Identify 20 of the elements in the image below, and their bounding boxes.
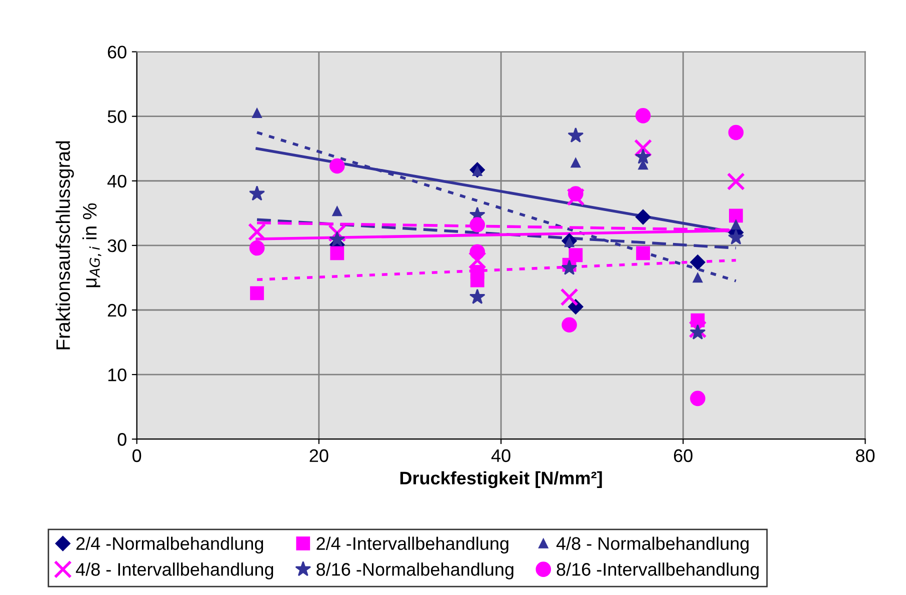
x-tick-label: 80	[856, 449, 875, 462]
legend-label: 8/16 -Intervallbehandlung	[556, 562, 759, 580]
y-tick-label: 40	[107, 174, 126, 188]
x-tick-label: 40	[491, 449, 510, 462]
x-tick-label: 60	[674, 449, 692, 462]
legend-label: 2/4 -Intervallbehandlung	[316, 536, 508, 554]
legend-label: 8/16 -Normalbehandlung	[316, 562, 514, 580]
y-tick-label: 20	[108, 304, 126, 317]
x-tick-label: 20	[310, 449, 328, 462]
y-tick-label: 50	[108, 110, 126, 124]
y-tick-label: 60	[108, 46, 126, 58]
y-axis-title: Fraktionsaufschlussgrad μ$_{AG,i}$ in %	[56, 141, 102, 350]
y-tick-label: 10	[108, 368, 126, 382]
y-tick-label: 30	[108, 239, 126, 252]
x-axis-title: Druckfestigkeit [N/mm²]	[400, 471, 602, 488]
legend-label: 2/4 -Normalbehandlung	[76, 536, 264, 554]
legend-label: 4/8 - Normalbehandlung	[556, 536, 749, 554]
legend-label: 4/8 - Intervallbehandlung	[76, 562, 274, 580]
x-tick-label: 0	[132, 449, 142, 462]
y-tick-label: 0	[118, 433, 126, 446]
